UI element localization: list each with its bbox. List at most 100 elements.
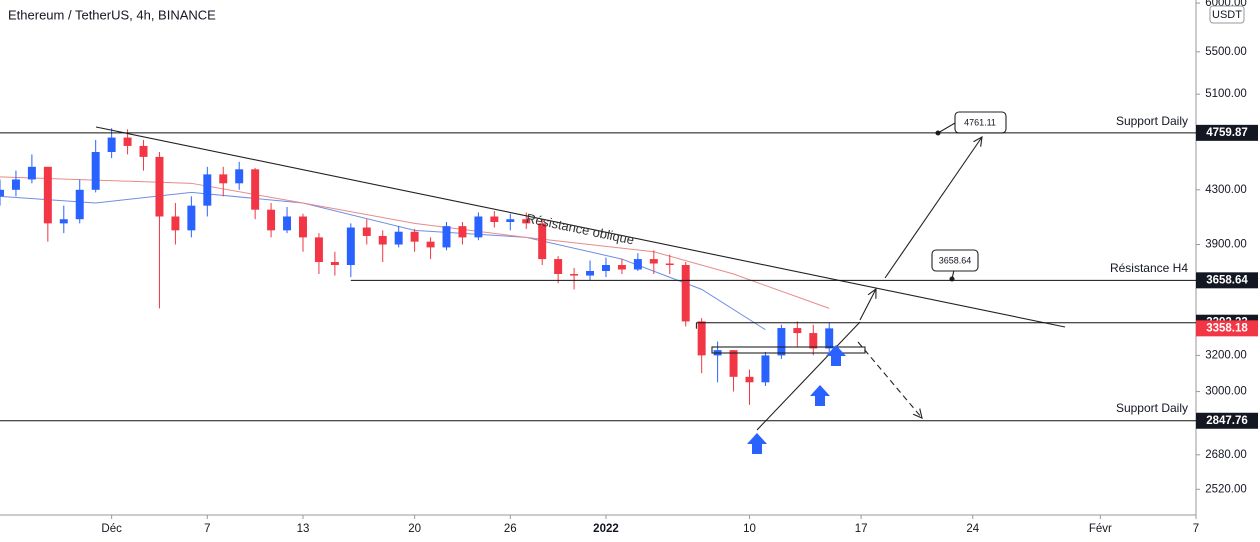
candle-body [27, 166, 36, 180]
candle-body [522, 219, 531, 224]
candle-body [187, 205, 196, 231]
x-tick-label: Déc [101, 523, 122, 535]
x-tick-label: 13 [297, 523, 310, 535]
candle-body [43, 166, 52, 224]
level-tag-label: 3658.64 [1206, 274, 1248, 286]
up-arrow [826, 345, 846, 366]
candle-body [426, 241, 435, 248]
x-tick-label: 7 [1193, 523, 1199, 535]
candle-body [251, 169, 260, 210]
candle-body [378, 235, 387, 245]
last-price-tag [1196, 320, 1258, 337]
candle-body [601, 265, 610, 272]
up-arrow [747, 433, 767, 454]
candle-body [219, 174, 228, 184]
candle-body [490, 216, 499, 222]
candle-body [203, 174, 212, 206]
candle-body [139, 145, 148, 157]
y-tick-label: 4300.00 [1205, 184, 1247, 196]
candle-body [362, 227, 371, 236]
candle-body [474, 216, 483, 238]
x-tick-label: 17 [855, 523, 868, 535]
candle-body [745, 376, 754, 383]
level-tag-label: 4759.87 [1206, 127, 1248, 139]
callout-box [931, 249, 979, 272]
trend-line [95, 126, 1066, 328]
plot [0, 128, 834, 405]
candle-body [171, 216, 180, 231]
candle-body [283, 216, 292, 231]
y-tick-label: 6000.00 [1205, 0, 1247, 9]
y-tick-label: 2520.00 [1205, 483, 1247, 495]
level-label: Support Daily [1116, 401, 1188, 415]
projection-arrow [859, 289, 876, 321]
candle-body [458, 226, 467, 238]
x-tick-label: 20 [408, 523, 421, 535]
level-tag-label: 2847.76 [1206, 415, 1248, 427]
candle-body [0, 189, 4, 197]
candle-body [777, 328, 786, 356]
level-tag [1196, 412, 1258, 429]
callout-label: 4761.11 [964, 117, 996, 127]
projection-arrow [857, 341, 922, 418]
x-tick-label: 10 [743, 523, 756, 535]
candle-body [697, 321, 706, 356]
level-tag [1196, 124, 1258, 141]
currency-box [1209, 5, 1245, 24]
y-tick-label: 3000.00 [1205, 386, 1247, 398]
y-tick-label: 5100.00 [1205, 88, 1247, 100]
y-tick-label: 3200.00 [1205, 349, 1247, 361]
candle-body [267, 209, 276, 231]
level-tag [1196, 272, 1258, 289]
candle-body [793, 328, 802, 334]
triangle-side [756, 321, 861, 431]
candle-body [586, 271, 595, 276]
callout-leader [937, 122, 956, 134]
candle-body [570, 274, 579, 276]
candle-body [11, 179, 20, 190]
candle-body [681, 265, 690, 322]
candle-body [442, 226, 451, 248]
candle-body [314, 237, 323, 263]
y-tick-label: 3900.00 [1205, 239, 1247, 251]
drawings [95, 111, 1066, 431]
candle-body [299, 216, 307, 238]
y-tick-label: 5500.00 [1205, 46, 1247, 58]
candle-body [235, 169, 244, 184]
candle-body [665, 263, 674, 266]
candle-body [649, 259, 658, 264]
candle-body [91, 151, 100, 190]
candle-body [809, 333, 818, 349]
candle-body [394, 231, 403, 245]
level-label: Résistance H4 [1110, 261, 1188, 275]
candle-body [729, 350, 738, 377]
callout-label: 3658.64 [939, 255, 972, 265]
candle-body [633, 259, 642, 270]
candle-body [761, 355, 770, 383]
candle-body [538, 223, 547, 260]
chart-title: Ethereum / TetherUS, 4h, BINANCE [8, 7, 216, 22]
candle-body [59, 219, 68, 224]
signal-arrows [747, 345, 846, 454]
x-tick-label: Févr [1089, 523, 1112, 535]
candle-body [123, 137, 132, 146]
candle-body [346, 227, 355, 266]
last-price-tag-label: 3358.18 [1206, 322, 1248, 334]
candle-body [825, 328, 834, 349]
candle-body [410, 231, 419, 242]
x-tick-label: 2022 [593, 523, 619, 535]
level-label: Support Daily [1116, 114, 1188, 128]
candle-body [75, 189, 84, 220]
x-tick-label: 7 [204, 523, 210, 535]
y-tick-label: 2680.00 [1205, 449, 1247, 461]
candle-body [107, 137, 116, 152]
candle-body [554, 259, 563, 275]
candle-body [330, 262, 339, 266]
x-tick-label: 26 [504, 523, 517, 535]
currency-label: USDT [1212, 9, 1242, 21]
x-tick-label: 24 [966, 523, 979, 535]
up-arrow [810, 385, 830, 406]
candle-body [506, 219, 515, 222]
